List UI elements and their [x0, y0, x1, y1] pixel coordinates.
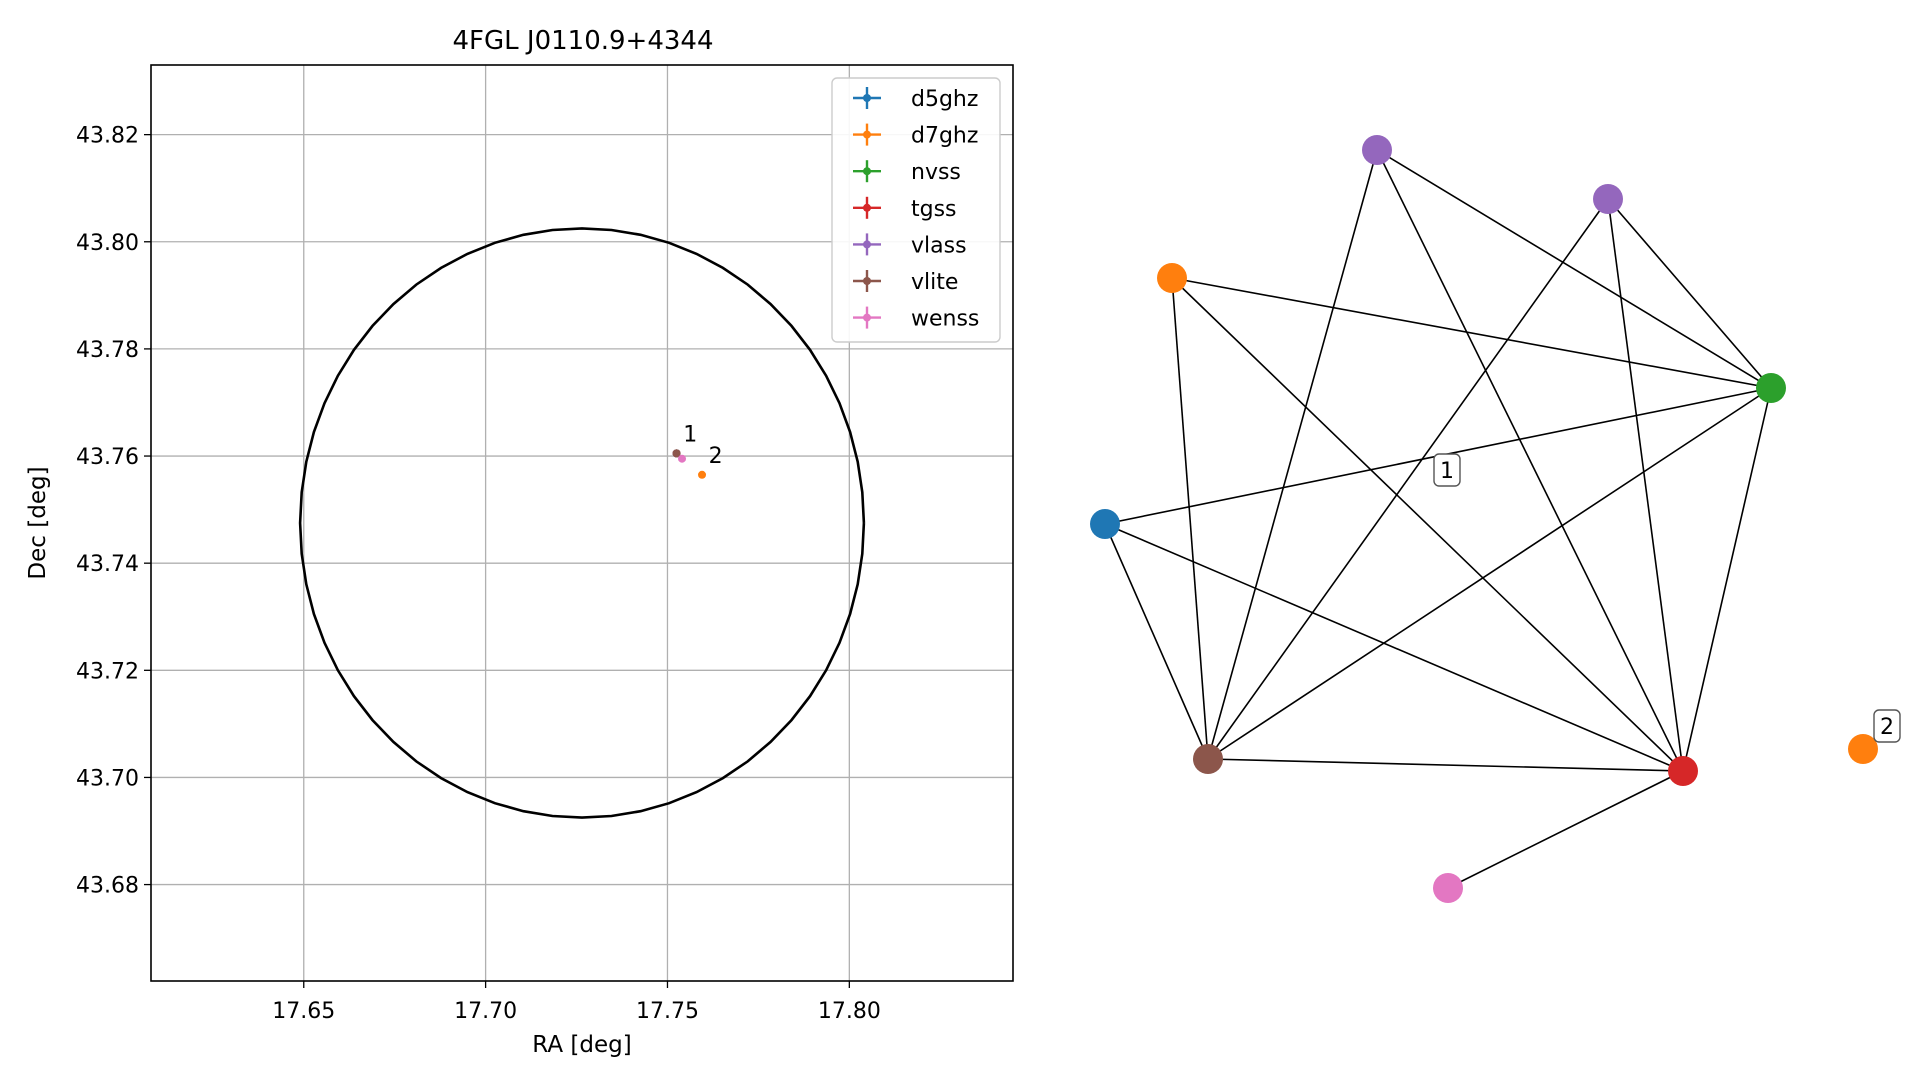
- legend-label-vlass: vlass: [911, 233, 967, 258]
- legend-dot-vlite: [863, 277, 871, 285]
- graph-label: 1: [1440, 459, 1454, 484]
- graph-edge: [1207, 387, 1772, 760]
- graph-edge: [1607, 198, 1684, 772]
- ellipse-outline: [298, 227, 866, 819]
- x-ticks: 17.65 17.70 17.75 17.80: [272, 981, 881, 1024]
- graph-node: [1433, 873, 1463, 903]
- graph-edge: [1376, 149, 1772, 389]
- graph-edge: [1376, 149, 1684, 772]
- y-tick-label: 43.82: [76, 124, 139, 149]
- graph-node: [1090, 509, 1120, 539]
- point-d7ghz: [698, 470, 707, 479]
- legend-label-wenss: wenss: [911, 307, 979, 332]
- data-points: [672, 449, 707, 479]
- axes-frame: [150, 64, 1014, 982]
- y-tick-label: 43.72: [76, 659, 139, 684]
- legend: d5ghz d7ghz nvss tgss vlass vlite wenss: [831, 77, 1001, 343]
- graph-edges: [1104, 149, 1772, 889]
- graph-edge: [1171, 277, 1209, 760]
- network-graph: 12: [1090, 135, 1901, 903]
- point-vlite: [672, 449, 681, 458]
- graph-edge: [1171, 277, 1684, 772]
- x-tick-label: 17.75: [636, 999, 699, 1024]
- graph-label-box: [1433, 453, 1461, 487]
- graph-node: [1157, 263, 1187, 293]
- x-tick-label: 17.70: [454, 999, 517, 1024]
- legend-label-nvss: nvss: [911, 160, 961, 185]
- legend-dot-vlass: [863, 240, 871, 249]
- legend-dot-d7ghz: [863, 130, 871, 139]
- legend-dot-d5ghz: [863, 94, 871, 102]
- y-tick-label: 43.74: [76, 552, 139, 577]
- graph-label: 2: [1880, 715, 1894, 740]
- legend-label-tgss: tgss: [911, 197, 957, 222]
- point-annotation: 1: [683, 422, 697, 447]
- grid: [151, 65, 1013, 981]
- graph-node: [1668, 756, 1698, 786]
- x-tick-label: 17.65: [272, 999, 335, 1024]
- y-tick-label: 43.70: [76, 766, 139, 791]
- graph-node: [1193, 744, 1223, 774]
- legend-dot-tgss: [863, 203, 871, 212]
- graph-labels: 12: [1433, 453, 1901, 743]
- graph-edge: [1104, 523, 1684, 772]
- graph-edge: [1207, 149, 1378, 760]
- scatter-chart: 4FGL J0110.9+4344 12 17.65 17.70 17.75 17.8…: [25, 26, 1014, 1058]
- legend-box: [831, 77, 1001, 343]
- graph-edge: [1207, 758, 1684, 772]
- legend-label-d5ghz: d5ghz: [911, 87, 978, 112]
- chart-title: 4FGL J0110.9+4344: [453, 26, 714, 56]
- x-axis-label: RA [deg]: [532, 1032, 631, 1058]
- legend-label-d7ghz: d7ghz: [911, 124, 978, 149]
- legend-dot-nvss: [863, 167, 871, 176]
- graph-edge: [1171, 277, 1772, 389]
- point-annotation: 2: [709, 444, 723, 469]
- graph-node: [1848, 734, 1878, 764]
- graph-edge: [1447, 770, 1684, 889]
- y-ticks: 43.68 43.70 43.72 43.74 43.76 43.78 43.80 43.82: [76, 124, 151, 899]
- graph-node: [1362, 135, 1392, 165]
- point-annotations: 12: [683, 422, 722, 468]
- legend-dot-wenss: [863, 313, 871, 322]
- graph-edge: [1207, 198, 1609, 760]
- graph-node: [1756, 373, 1786, 403]
- graph-label-box: [1873, 709, 1901, 743]
- legend-label-vlite: vlite: [911, 270, 958, 295]
- graph-edge: [1104, 523, 1209, 760]
- graph-edge: [1682, 387, 1772, 772]
- graph-node: [1593, 184, 1623, 214]
- y-axis-label: Dec [deg]: [25, 466, 51, 579]
- graph-nodes: [1090, 135, 1878, 903]
- y-tick-label: 43.80: [76, 231, 139, 256]
- y-tick-label: 43.68: [76, 874, 139, 899]
- graph-edge: [1607, 198, 1772, 389]
- error-ellipse: [298, 227, 866, 819]
- y-tick-label: 43.78: [76, 338, 139, 363]
- x-tick-label: 17.80: [818, 999, 881, 1024]
- point-wenss: [678, 454, 687, 463]
- y-tick-label: 43.76: [76, 445, 139, 470]
